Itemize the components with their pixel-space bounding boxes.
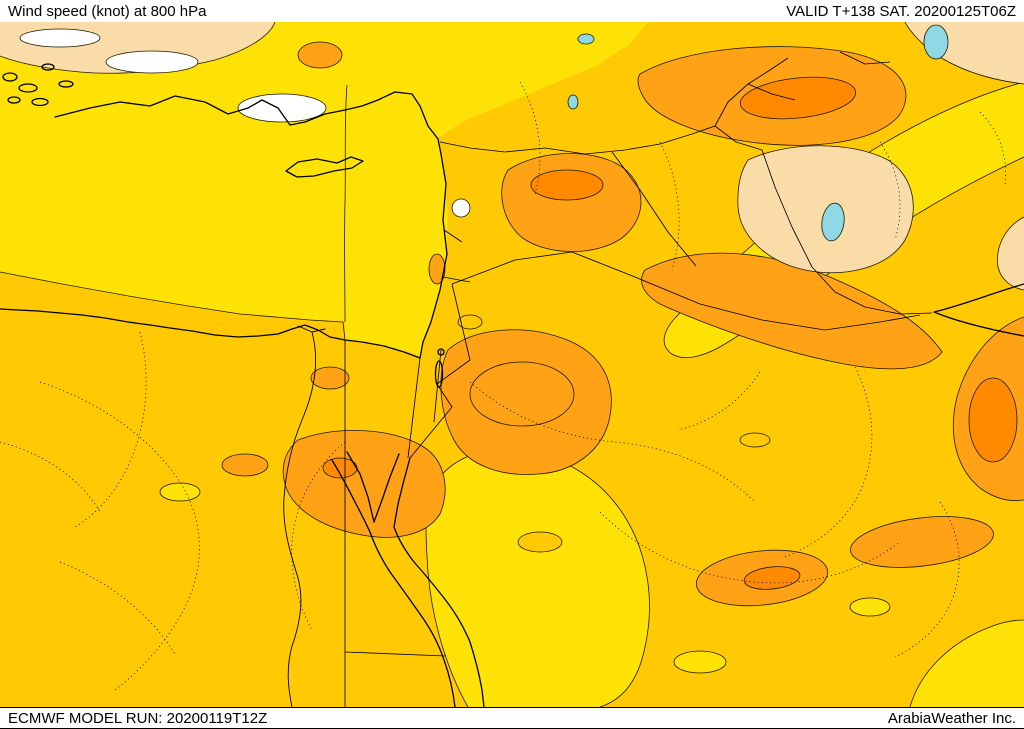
lake-tuz	[451, 198, 471, 218]
orange-band-south-east-b	[850, 516, 994, 568]
border-egypt-israel	[407, 357, 421, 459]
yellow-cell-south	[673, 650, 727, 674]
lake-assad	[567, 94, 579, 110]
orange-east-contour	[952, 316, 1024, 501]
dotted-line	[659, 141, 680, 271]
aegean-island	[18, 83, 38, 93]
red-sea-west-shore	[331, 459, 456, 707]
gold-cell-arabia	[517, 531, 563, 553]
nile-delta-branch-west	[297, 325, 313, 333]
aegean-island	[58, 80, 74, 88]
cyprus-island	[285, 156, 364, 178]
dark-orange-core-north	[739, 76, 857, 120]
nile-river	[283, 331, 317, 707]
persian-gulf-coast	[933, 283, 1024, 337]
orange-cell-delta	[310, 366, 350, 390]
border-syria-jordan	[442, 276, 471, 283]
aegean-island	[41, 63, 55, 71]
coastline-layer	[0, 63, 1024, 707]
sea-of-galilee	[437, 348, 445, 356]
white-calm-cell-c	[237, 93, 327, 123]
sinai-peninsula-coast	[346, 451, 400, 523]
yellow-cell-south-east	[849, 597, 891, 617]
dotted-graticule-layer	[0, 81, 1006, 691]
aegean-island	[31, 97, 49, 107]
nile-delta-branch-east	[311, 328, 326, 333]
yellow-band-southeast-corner	[910, 620, 1024, 707]
border-lebanon-syria	[443, 229, 463, 243]
dark-orange-core-syria	[530, 169, 604, 201]
dotted-line	[519, 81, 541, 195]
caspian-edge	[923, 24, 949, 60]
orange-band-sinai	[282, 430, 446, 538]
dotted-line	[74, 331, 147, 528]
dotted-line	[894, 501, 960, 658]
model-run-label: ECMWF MODEL RUN: 20200119T12Z	[8, 709, 268, 727]
rivers-layer	[283, 325, 326, 707]
orange-cell-anatolia	[297, 41, 343, 69]
aegean-island	[2, 72, 18, 82]
cream-east-contour	[997, 216, 1024, 291]
orange-band-syria	[501, 153, 642, 252]
aegean-island	[7, 96, 21, 104]
contour-ring-b	[739, 432, 771, 448]
sea-contour-vertical	[344, 84, 348, 323]
border-saudi-iraq	[451, 251, 921, 331]
lake-small-north	[577, 33, 595, 45]
map-footer: ECMWF MODEL RUN: 20200119T12Z ArabiaWeat…	[0, 707, 1024, 729]
border-turkey-iraq	[714, 125, 763, 151]
border-egypt-sudan	[344, 651, 447, 657]
border-iraq-iran	[761, 149, 933, 315]
dotted-line	[0, 441, 101, 513]
map-canvas	[0, 22, 1024, 707]
map-header: Wind speed (knot) at 800 hPa VALID T+138…	[0, 0, 1024, 22]
white-calm-cell-a	[19, 28, 101, 48]
contour-ring-a	[457, 314, 483, 330]
valid-time-label: VALID T+138 SAT. 20200125T06Z	[786, 2, 1016, 20]
yellow-cell-libya	[159, 482, 201, 502]
white-calm-cell-b	[105, 50, 199, 74]
border-syria-iraq	[611, 151, 697, 267]
wind-band-fill-layer	[0, 22, 1024, 707]
map-title: Wind speed (knot) at 800 hPa	[8, 2, 207, 20]
wind-speed-map	[0, 22, 1024, 707]
border-turkey-syria	[439, 125, 716, 155]
cream-band-east-edge	[997, 217, 1024, 290]
orange-cell-levant-coast	[428, 253, 446, 285]
lake-urmia	[821, 202, 845, 242]
dotted-line	[784, 366, 873, 558]
dark-orange-core-south-east	[743, 566, 801, 590]
dark-orange-core-east	[968, 377, 1018, 463]
border-caucasus-east	[839, 51, 891, 65]
yellow-band-centre-south	[426, 449, 650, 707]
arabia-inner-contour	[469, 361, 575, 427]
dotted-line	[599, 511, 901, 584]
yellow-band-northwest	[0, 22, 648, 358]
dead-sea	[434, 360, 444, 388]
provider-label: ArabiaWeather Inc.	[887, 709, 1016, 727]
border-iran-northwest	[747, 83, 796, 101]
red-sea-east-shore	[393, 457, 485, 707]
yellow-northwest-contour	[0, 271, 346, 341]
cream-band-zagros	[737, 145, 914, 273]
dotted-line	[291, 441, 346, 631]
orange-cell-desert-west	[221, 453, 269, 477]
yellow-southeast-contour	[909, 619, 1024, 707]
dotted-line	[979, 111, 1006, 185]
orange-band-central-arabia	[440, 329, 612, 475]
mediterranean-coastline	[0, 91, 448, 359]
